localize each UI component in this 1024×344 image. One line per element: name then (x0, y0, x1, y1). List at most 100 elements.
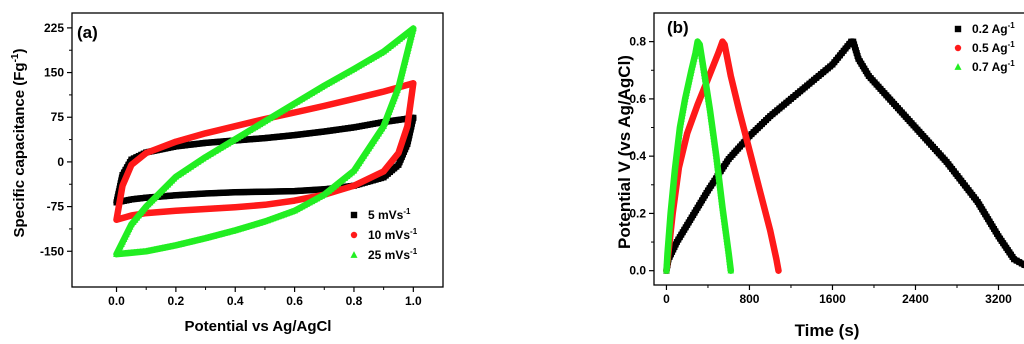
x-tick-label-a: 0.6 (286, 294, 303, 308)
legend-label-b-1: 0.5 Ag-1 (972, 40, 1015, 55)
legend-label-main: 25 mVs (368, 248, 410, 262)
data-point-b-2 (720, 212, 727, 219)
data-point-b-0 (1021, 261, 1024, 268)
data-point-b-0 (1018, 260, 1024, 267)
data-point-b-2 (702, 80, 710, 88)
data-point-b-2 (710, 135, 718, 142)
legend-label-main: 10 mVs (368, 228, 410, 242)
data-point-b-2 (721, 221, 729, 228)
y-tick-label-b: 0.4 (629, 149, 646, 163)
data-point-b-2 (716, 184, 724, 191)
data-point-b-2 (704, 89, 711, 96)
data-point-b-2 (717, 186, 724, 194)
y-tick-label-b: 0.0 (629, 264, 646, 278)
y-tick-label-a: -75 (47, 200, 65, 214)
data-point-b-2 (697, 49, 705, 56)
data-point-b-2 (697, 46, 704, 53)
data-point-b-2 (706, 106, 714, 114)
data-point-b-2 (714, 164, 721, 171)
data-point-b-2 (714, 166, 722, 174)
data-point-b-2 (722, 229, 730, 237)
data-point-b-2 (719, 209, 727, 217)
data-point-b-2 (719, 206, 727, 214)
legend-marker-b-0 (954, 25, 962, 33)
y-axis-label-b: Potential V (vs Ag/AgCl) (615, 55, 634, 249)
data-point-b-2 (701, 72, 708, 79)
data-point-b-2 (707, 112, 715, 119)
data-point-b-2 (711, 138, 718, 145)
legend-label-sup: -1 (1008, 40, 1016, 49)
data-point-b-2 (709, 126, 717, 134)
legend-marker-a-1 (350, 231, 358, 239)
data-point-b-2 (719, 204, 726, 211)
data-point-b-2 (724, 241, 731, 248)
data-point-b-2 (716, 181, 724, 188)
legend-marker-a-2 (350, 251, 358, 258)
x-tick-label-b: 2400 (902, 292, 929, 306)
data-point-b-2 (721, 224, 729, 231)
legend-label-main: 0.5 Ag (972, 41, 1008, 55)
data-point-b-2 (712, 152, 720, 159)
data-point-b-2 (718, 195, 725, 202)
data-point-b-2 (704, 92, 712, 99)
legend-label-main: 0.2 Ag (972, 22, 1008, 36)
data-point-b-2 (703, 83, 710, 91)
data-point-b-2 (700, 63, 707, 71)
data-point-b-2 (724, 244, 732, 251)
plot-frame-a (71, 12, 444, 288)
y-tick-label-b: 0.2 (629, 206, 646, 220)
x-tick-label-b: 0 (663, 292, 670, 306)
data-point-b-2 (715, 172, 722, 179)
data-point-b-2 (727, 267, 735, 274)
data-point-b-2 (708, 118, 715, 125)
data-point-b-2 (710, 132, 717, 139)
series-a-1 (113, 80, 417, 223)
data-point-b-2 (716, 178, 723, 185)
x-tick-label-b: 1600 (819, 292, 846, 306)
x-tick-label-a: 0.8 (346, 294, 363, 308)
chart-panel-b: (b) Time (s) Potential V (vs Ag/AgCl) 0 8… (615, 12, 1024, 340)
data-point-b-2 (696, 40, 703, 48)
legend-marker-b-2 (954, 63, 962, 70)
legend-label-sup: -1 (1008, 59, 1016, 68)
data-point-b-2 (723, 235, 731, 242)
legend-label-a-1: 10 mVs-1 (368, 227, 418, 242)
data-point-b-2 (702, 78, 709, 85)
x-tick-label-a: 0.0 (108, 294, 125, 308)
y-tick-label-a: 225 (44, 21, 64, 35)
data-point-b-2 (726, 255, 733, 262)
x-tick-label-b: 3200 (985, 292, 1012, 306)
data-point-a-2 (113, 250, 120, 257)
x-axis-label-a: Potential vs Ag/AgCl (185, 318, 332, 335)
data-point-b-2 (707, 115, 715, 122)
legend-marker-b-1 (954, 44, 962, 52)
legend-marker-a-0 (350, 211, 358, 219)
data-point-b-2 (713, 155, 720, 162)
plot-frame-b (653, 12, 1024, 286)
data-point-b-2 (699, 58, 706, 65)
legend-label-b-2: 0.7 Ag-1 (972, 59, 1015, 74)
data-point-b-2 (700, 66, 708, 73)
legend-label-main: 5 mVs (368, 208, 404, 222)
data-point-b-2 (707, 109, 714, 116)
data-point-b-2 (706, 103, 713, 111)
y-axis-label-a-sup: -1 (10, 53, 21, 62)
data-point-b-1 (775, 267, 782, 274)
data-point-b-2 (700, 69, 708, 76)
y-tick-label-b: 0.8 (629, 35, 646, 49)
data-point-b-2 (708, 121, 716, 128)
data-point-b-2 (720, 215, 728, 222)
legend-label-sup: -1 (403, 207, 411, 216)
data-point-b-2 (727, 264, 734, 271)
x-tick-label-b: 800 (739, 292, 759, 306)
series-b-0 (663, 38, 1024, 274)
legend-label-a-0: 5 mVs-1 (368, 207, 411, 222)
data-point-b-2 (713, 158, 721, 165)
y-tick-label-a: 150 (44, 66, 64, 80)
data-point-b-2 (726, 258, 734, 265)
y-tick-label-a: -150 (40, 244, 64, 258)
data-point-b-2 (717, 189, 725, 197)
legend-label-main: 0.7 Ag (972, 60, 1008, 74)
series-line-b-0 (663, 38, 1024, 274)
data-point-b-2 (703, 86, 711, 94)
